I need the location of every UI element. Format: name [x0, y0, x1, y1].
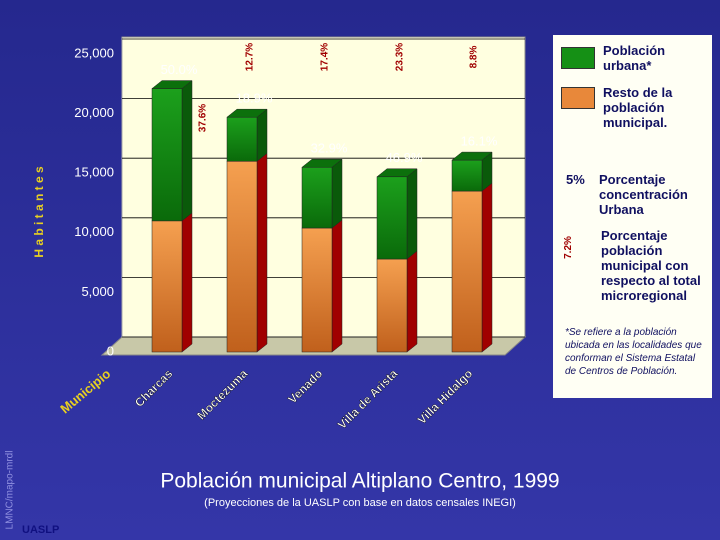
- legend-swatch: [561, 87, 595, 109]
- x-tick-label: Venado: [285, 366, 325, 406]
- bar-top: [151, 80, 193, 89]
- x-tick-label: Moctezuma: [194, 366, 250, 422]
- y-tick-label: 10,000: [74, 224, 114, 239]
- legend-key: 7.2%: [562, 236, 574, 259]
- bar: [451, 159, 483, 192]
- y-tick-label: 15,000: [74, 165, 114, 180]
- bar-side: [406, 250, 418, 353]
- bar-top: [451, 151, 493, 161]
- share-label: 12.7%: [245, 43, 256, 71]
- bar: [301, 166, 333, 229]
- bar-side: [256, 152, 268, 353]
- share-label: 23.3%: [395, 43, 406, 71]
- share-label: 8.8%: [469, 45, 480, 68]
- legend-note: Porcentaje concentración Urbana: [599, 172, 688, 217]
- legend-swatch: [561, 47, 595, 69]
- bar: [376, 258, 408, 353]
- y-label: H a b i t a n t e s: [32, 166, 46, 258]
- x-tick-label: Villa Hidalgo: [415, 366, 476, 427]
- footnote: *Se refiere a la población ubicada en la…: [565, 327, 702, 377]
- value-label: 18.9%: [236, 91, 273, 106]
- bar: [226, 161, 258, 353]
- y-tick-label: 20,000: [74, 105, 114, 120]
- bar-top: [376, 168, 418, 178]
- bar-top: [226, 108, 268, 118]
- y-tick-label: 5,000: [81, 284, 114, 299]
- bar: [226, 116, 258, 162]
- bar-side: [181, 212, 193, 353]
- bar-top: [301, 158, 343, 168]
- bar: [301, 227, 333, 353]
- y-tick-label: 0: [107, 343, 114, 358]
- x-tick-label: Charcas: [132, 366, 176, 410]
- credit: LMNC/mapo-mrdl: [5, 451, 16, 530]
- legend-label: Población urbana*: [603, 43, 666, 73]
- bar-side: [406, 168, 418, 260]
- bar-side: [256, 108, 268, 162]
- value-label: 32.9%: [311, 141, 348, 156]
- bar-side: [331, 219, 343, 353]
- x-label: Municipio: [57, 366, 113, 417]
- chart-subtitle: (Proyecciones de la UASLP con base en da…: [204, 497, 516, 509]
- chart-title: Población municipal Altiplano Centro, 19…: [160, 470, 559, 493]
- y-tick-label: 25,000: [74, 45, 114, 60]
- share-label: 17.4%: [320, 43, 331, 71]
- bar: [151, 220, 183, 353]
- bar-side: [181, 80, 193, 222]
- bar-side: [331, 158, 343, 229]
- bar: [151, 88, 183, 222]
- bar: [451, 190, 483, 353]
- legend-key: 5%: [566, 172, 585, 187]
- legend: Población urbana* Resto de la población …: [553, 35, 712, 398]
- legend-note: Porcentaje población municipal con respe…: [601, 228, 701, 303]
- bar: [376, 176, 408, 260]
- value-label: 46.9%: [386, 150, 423, 165]
- value-label: 16.1%: [461, 134, 498, 149]
- institution: UASLP: [22, 524, 59, 536]
- legend-label: Resto de la población municipal.: [603, 85, 673, 130]
- value-label: 50.0%: [161, 62, 198, 77]
- bar-side: [481, 182, 493, 353]
- share-label: 37.6%: [198, 104, 209, 132]
- x-tick-label: Villa de Arista: [335, 366, 401, 432]
